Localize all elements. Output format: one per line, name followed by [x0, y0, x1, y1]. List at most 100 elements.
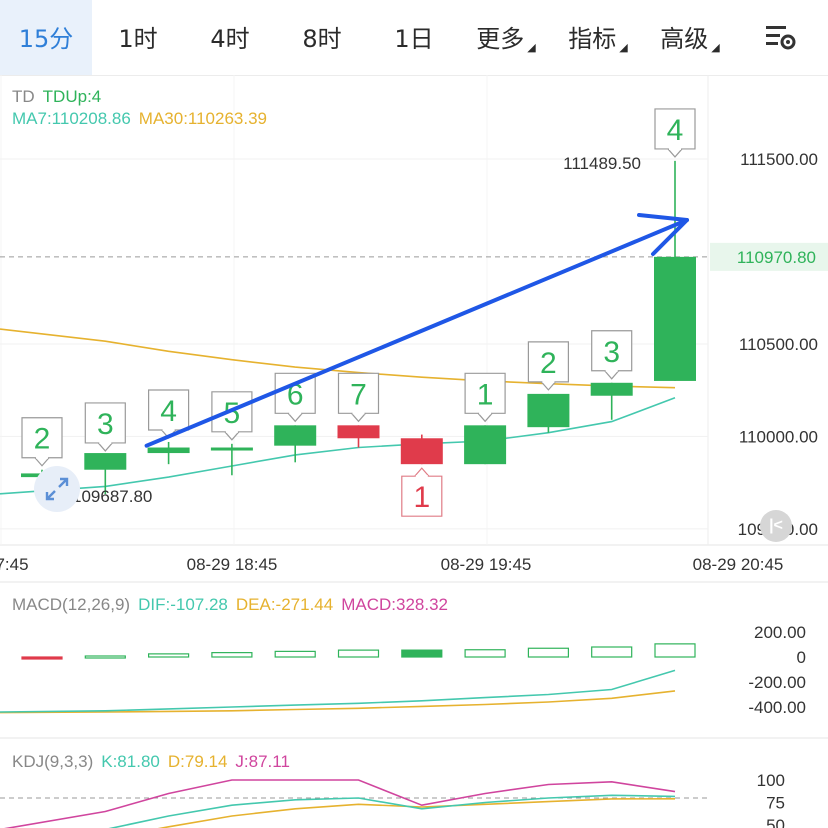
td-count-marker: 4 [148, 389, 190, 439]
td-count-pointer [414, 467, 430, 477]
tab-label: 1日 [394, 25, 434, 53]
td-count-label: 2 [540, 347, 557, 380]
candle-body [590, 382, 633, 396]
td-count-pointer [604, 370, 620, 380]
candle-body [654, 256, 696, 381]
last-price-label: 110970.80 [737, 248, 816, 267]
dif-legend: DIF:-107.28 [138, 595, 228, 614]
trend-arrow-line [144, 218, 689, 448]
kdj-tick-label: 75 [766, 794, 785, 813]
tab-advanced[interactable]: 高级 ◢ [644, 0, 736, 75]
tab-more[interactable]: 更多 ◢ [460, 0, 552, 75]
td-count-marker: 2 [21, 417, 63, 467]
macd-tick-label: 200.00 [754, 623, 806, 642]
tab-label: 高级 [660, 25, 709, 53]
scroll-to-latest-button[interactable]: |< [760, 510, 792, 542]
td-legend: TD TDUp:4 [12, 87, 109, 107]
candle-body [147, 447, 190, 454]
macd-histogram-bar [211, 652, 253, 658]
td-count-label: 5 [224, 397, 241, 430]
ma-legend: MA7:110208.86 MA30:110263.39 [12, 109, 275, 129]
macd-histogram-bar [654, 643, 696, 658]
dif-line [0, 669, 676, 713]
price-tick-label: 110500.00 [739, 335, 818, 354]
td-count-box [527, 341, 569, 383]
td-count-pointer [477, 412, 493, 423]
kdj-j-line [4, 779, 676, 828]
chart-settings-icon[interactable] [760, 20, 800, 56]
tab-indicators[interactable]: 指标 ◢ [552, 0, 644, 75]
macd-indicator-name: MACD(12,26,9) [12, 595, 131, 614]
kdj-indicator-name: KDJ(9,3,3) [12, 752, 94, 771]
timeframe-tab-bar: 15分 1时 4时 8时 1日 更多 ◢ 指标 ◢ 高级 ◢ [0, 0, 828, 76]
td-count-pointer [224, 431, 240, 441]
high-price-label: 111489.50 [563, 154, 641, 173]
candle-body [337, 425, 380, 439]
td-count-label: 7 [350, 378, 367, 411]
kdj-tick-label: 100 [757, 771, 785, 790]
last-price-tag [710, 242, 828, 271]
d-legend: D:79.14 [167, 752, 228, 771]
td-count-label: 4 [160, 395, 177, 428]
macd-histogram-bar [337, 649, 380, 658]
td-indicator-value: TDUp:4 [42, 87, 102, 106]
tab-15m[interactable]: 15分 [0, 0, 92, 75]
td-count-box [21, 417, 63, 459]
candle-body [464, 425, 507, 465]
trend-arrow-head [637, 213, 689, 257]
td-count-marker: 1 [401, 467, 443, 517]
td-count-box [337, 372, 380, 414]
time-tick-label: 08-29 19:45 [441, 555, 532, 574]
td-count-label: 2 [34, 423, 51, 456]
dropdown-caret-icon: ◢ [527, 41, 536, 54]
tab-label: 15分 [18, 25, 74, 53]
macd-tick-label: 0 [797, 648, 806, 667]
tab-1d[interactable]: 1日 [368, 0, 460, 75]
macd-tick-label: -400.00 [748, 698, 806, 717]
price-tick-label: 111500.00 [740, 150, 818, 169]
td-count-label: 3 [603, 336, 620, 369]
macd-histogram-bar [21, 656, 63, 660]
macd-histogram-bar [274, 650, 316, 658]
td-count-pointer [540, 381, 556, 391]
macd-tick-label: -200.00 [748, 673, 806, 692]
tab-1h[interactable]: 1时 [92, 0, 184, 75]
time-tick-label: 08-29 20:45 [693, 555, 784, 574]
td-count-box [84, 402, 126, 444]
ma30-legend: MA30:110263.39 [138, 109, 268, 128]
td-count-pointer [34, 457, 50, 467]
td-count-pointer [667, 148, 683, 158]
tab-label: 1时 [118, 25, 158, 53]
macd-histogram-bar [591, 646, 633, 658]
td-count-label: 1 [413, 481, 430, 514]
td-count-label: 4 [667, 114, 684, 147]
candle-body [274, 425, 317, 446]
macd-value-legend: MACD:328.32 [341, 595, 448, 614]
td-count-pointer [351, 412, 366, 423]
candle-body [84, 453, 127, 470]
td-count-box [654, 108, 696, 150]
expand-chart-button[interactable] [34, 466, 80, 512]
price-tick-label: 110000.00 [739, 427, 818, 446]
expand-icon [45, 477, 69, 501]
k-legend: K:81.80 [101, 752, 160, 771]
td-count-marker: 6 [274, 372, 316, 423]
low-price-label: 109687.80 [72, 487, 152, 506]
tab-8h[interactable]: 8时 [276, 0, 368, 75]
candle-body [527, 393, 570, 428]
time-tick-label: 17:45 [0, 555, 29, 574]
td-count-marker: 2 [527, 341, 569, 391]
td-count-box [274, 372, 316, 414]
td-count-pointer [287, 412, 303, 423]
tab-label: 8时 [302, 25, 342, 53]
td-count-marker: 1 [464, 372, 506, 423]
kdj-d-line [157, 798, 676, 828]
macd-histogram-bar [401, 649, 443, 658]
td-count-label: 1 [477, 378, 494, 411]
td-count-marker: 4 [654, 108, 696, 158]
tab-4h[interactable]: 4时 [184, 0, 276, 75]
dea-legend: DEA:-271.44 [235, 595, 334, 614]
macd-histogram-bar [527, 647, 570, 658]
candle-body [400, 438, 443, 465]
